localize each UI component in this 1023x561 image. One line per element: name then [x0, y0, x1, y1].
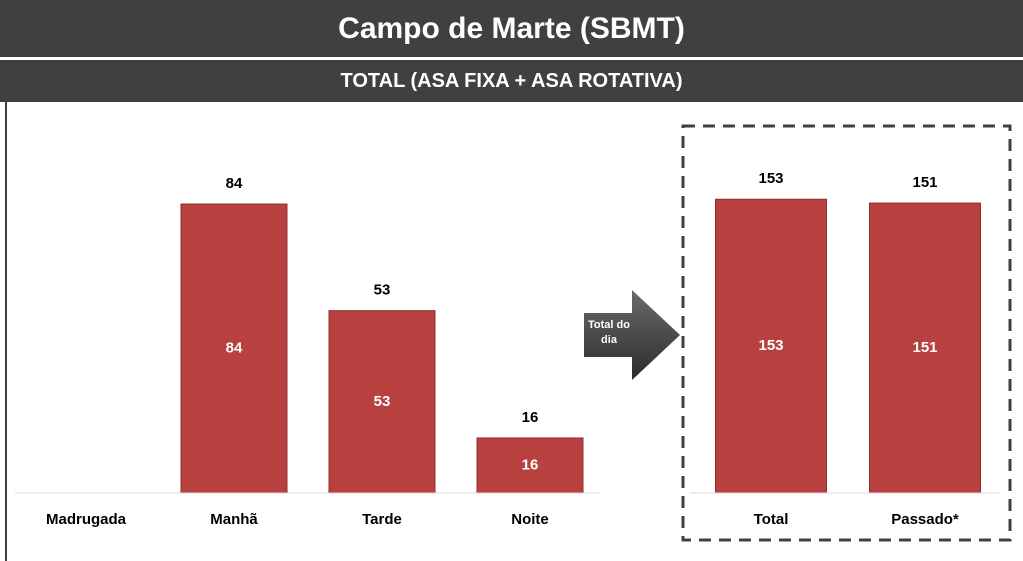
- x-tick-label: Total: [754, 511, 789, 528]
- x-tick-label: Manhã: [210, 511, 258, 528]
- highlight-box: [681, 124, 1012, 542]
- x-tick-label: Madrugada: [46, 511, 127, 528]
- value-label: 153: [758, 170, 783, 187]
- value-label: 16: [522, 409, 539, 426]
- annotation: Total do dia: [588, 319, 630, 346]
- x-tick-label: Passado*: [891, 511, 959, 528]
- value-label-inner: 16: [522, 456, 539, 473]
- value-label: 53: [374, 282, 391, 299]
- value-label: 151: [912, 174, 937, 191]
- value-label-inner: 151: [912, 339, 937, 356]
- x-tick-label: Tarde: [362, 511, 402, 528]
- value-label: 84: [226, 175, 243, 192]
- arrow: [584, 290, 680, 380]
- x-tick-label: Noite: [511, 511, 549, 528]
- title: Campo de Marte (SBMT): [0, 0, 1023, 57]
- bar: [715, 198, 827, 494]
- subtitle: TOTAL (ASA FIXA + ASA ROTATIVA): [0, 60, 1023, 102]
- bar: [869, 202, 981, 494]
- value-label-inner: 153: [758, 337, 783, 354]
- value-label-inner: 53: [374, 393, 391, 410]
- value-label-inner: 84: [226, 339, 243, 356]
